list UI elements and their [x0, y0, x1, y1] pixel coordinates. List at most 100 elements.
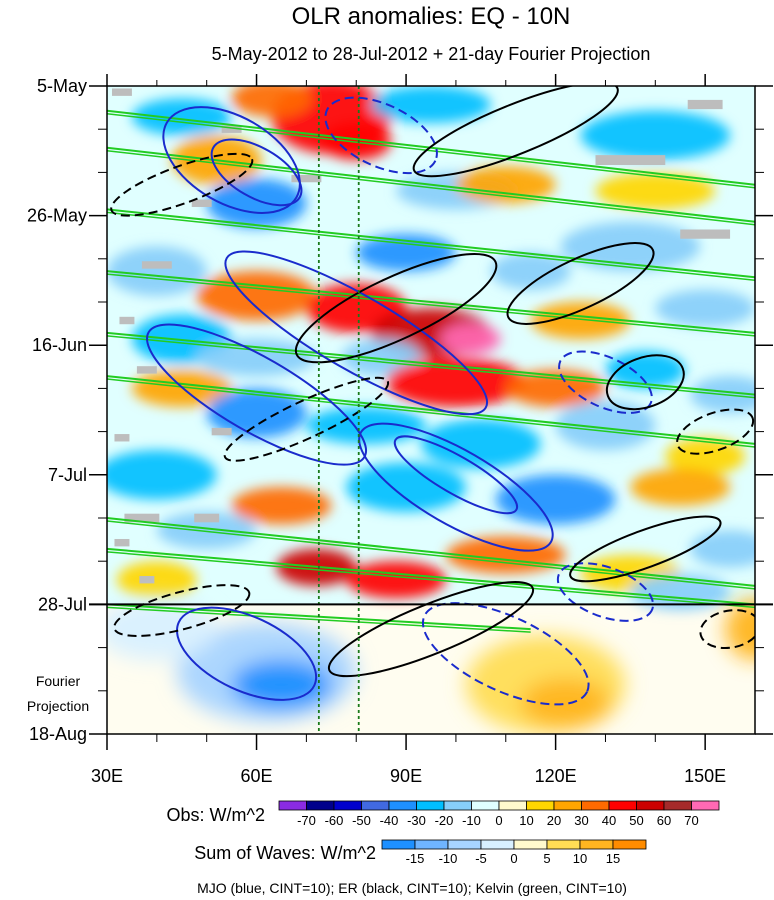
anomaly-blob-23: [341, 339, 422, 377]
anomaly-blob-31: [421, 419, 541, 469]
missing-patch-2: [221, 125, 242, 133]
er-contour-2: [294, 253, 498, 364]
obs-colorbar-swatch-6: [443, 800, 472, 811]
missing-patch-11: [114, 434, 130, 442]
waves-colorbar-swatch-4: [513, 839, 548, 850]
anomaly-blob-4: [131, 98, 232, 136]
missing-patch-6: [680, 229, 731, 239]
obs-colorbar-level-7: 0: [495, 813, 502, 828]
chart-title: OLR anomalies: EQ - 10N: [292, 3, 571, 30]
anomaly-blob-36: [346, 462, 466, 512]
anomaly-blob-14: [107, 246, 207, 296]
anomaly-blob-34: [107, 450, 217, 500]
anomaly-blob-22: [196, 339, 317, 377]
anomaly-blob-19: [530, 302, 631, 340]
kelvin-contour-5a: [107, 375, 755, 445]
anomaly-blob-18: [440, 323, 501, 355]
anomaly-blob-1: [231, 86, 312, 117]
x-tick-label-0: 30E: [91, 766, 123, 786]
x-tick-label-1: 60E: [241, 766, 273, 786]
y-tick-label-0: 5-May: [37, 76, 87, 96]
obs-colorbar-level-11: 40: [602, 813, 616, 828]
obs-colorbar-swatch-12: [608, 800, 637, 811]
kelvin-contour-4b: [107, 335, 755, 399]
anomaly-blob-37: [495, 474, 616, 525]
kelvin-contour-5b: [107, 378, 755, 448]
obs-colorbar-swatch-4: [388, 800, 417, 811]
x-tick-label-2: 90E: [390, 766, 422, 786]
er-contour-6: [676, 408, 755, 455]
missing-patch-0: [111, 88, 132, 96]
anomaly-blob-42: [445, 536, 566, 574]
waves-colorbar-label: Sum of Waves: W/m^2: [194, 843, 376, 863]
kelvin-contour-7a: [107, 547, 755, 606]
waves-colorbar-swatch-1: [414, 839, 449, 850]
anomaly-blob-7: [206, 178, 307, 228]
obs-colorbar-level-0: -70: [297, 813, 316, 828]
axes: 5-May 26-May 16-Jun 7-Jul 28-Jul 18-Aug 30E 60E…: [27, 74, 773, 786]
projection-blob-5: [107, 598, 217, 660]
obs-colorbar-swatch-10: [553, 800, 582, 811]
mjo-contour-1: [210, 138, 303, 207]
anomaly-blob-46: [630, 573, 731, 611]
obs-colorbar-level-12: 50: [629, 813, 643, 828]
kelvin-contour-0b: [107, 112, 755, 189]
y-tick-label-1: 26-May: [27, 206, 87, 226]
obs-colorbar-swatch-3: [361, 800, 390, 811]
waves-colorbar-level-1: -10: [439, 851, 458, 866]
missing-patch-4: [291, 174, 322, 183]
er-contours: [110, 86, 755, 678]
anomaly-blob-32: [555, 400, 656, 451]
waves-colorbar-level-2: -5: [475, 851, 487, 866]
obs-colorbar-level-13: 60: [657, 813, 671, 828]
anomaly-blob-39: [156, 511, 257, 549]
er-contour-1: [110, 152, 254, 217]
anomaly-blob-30: [306, 406, 427, 444]
mjo-contour-5: [358, 422, 554, 552]
y-tick-label-2: 16-Jun: [32, 335, 87, 355]
er-contour-5: [605, 354, 685, 411]
mjo-contour-7: [421, 602, 590, 706]
waves-colorbar-swatch-3: [480, 839, 515, 850]
mjo-contour-2: [324, 96, 438, 175]
anomaly-blob-10: [595, 172, 716, 210]
missing-patch-15: [139, 576, 155, 584]
obs-colorbar-swatch-15: [691, 800, 720, 811]
mjo-contour-10: [556, 562, 655, 622]
wave-legend-text: MJO (blue, CINT=10); ER (black, CINT=10)…: [197, 880, 627, 896]
x-tick-label-4: 150E: [684, 766, 726, 786]
anomaly-blob-20: [655, 289, 755, 327]
obs-colorbar-swatch-11: [581, 800, 610, 811]
missing-data-patches: [111, 88, 731, 584]
mjo-contours: [146, 96, 655, 706]
er-contour-8: [327, 581, 535, 678]
er-contour-0: [412, 86, 619, 178]
obs-colorbar-label: Obs: W/m^2: [167, 805, 265, 825]
fourier-label-line2: Projection: [27, 698, 89, 714]
missing-patch-9: [136, 366, 157, 374]
obs-colorbar-level-10: 30: [574, 813, 588, 828]
missing-patch-1: [687, 99, 723, 110]
waves-colorbar-level-0: -15: [406, 851, 425, 866]
kelvin-contour-3a: [107, 270, 755, 334]
missing-patch-7: [141, 261, 172, 269]
waves-colorbar: Sum of Waves: W/m^2 -15 -10 -5 0 5 10 15: [194, 839, 647, 866]
er-contour-3: [506, 242, 655, 325]
anomaly-blob-12: [490, 252, 571, 290]
obs-colorbar-level-6: -10: [462, 813, 481, 828]
obs-colorbar-swatch-2: [333, 800, 362, 811]
obs-colorbar-swatch-1: [306, 800, 335, 811]
kelvin-contour-6a: [107, 517, 755, 587]
obs-colorbar-level-2: -50: [352, 813, 371, 828]
anomaly-blob-13: [560, 221, 701, 272]
y-tick-label-4: 28-Jul: [38, 594, 87, 614]
anomaly-blob-44: [690, 530, 755, 568]
projection-blob-3: [520, 678, 611, 728]
waves-colorbar-level-3: 0: [510, 851, 517, 866]
waves-colorbar-swatch-2: [447, 839, 482, 850]
anomaly-blob-25: [505, 369, 606, 407]
missing-patch-8: [119, 316, 135, 325]
kelvin-contour-7b: [107, 551, 755, 609]
obs-colorbar-level-4: -30: [407, 813, 426, 828]
waves-colorbar-level-5: 10: [573, 851, 587, 866]
